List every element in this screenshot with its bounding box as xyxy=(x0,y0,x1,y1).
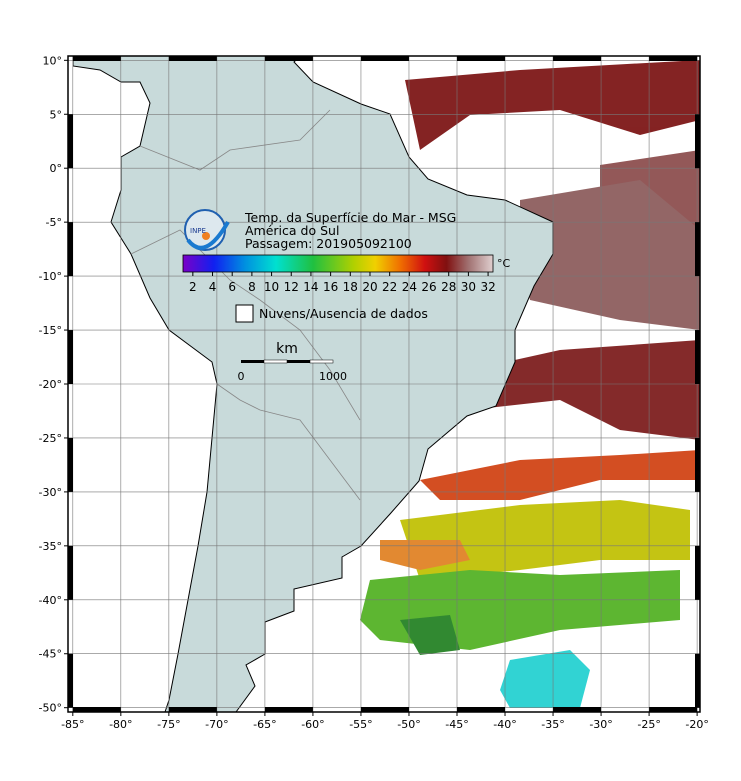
frame-stripe xyxy=(553,56,602,61)
frame-stripe xyxy=(695,437,700,492)
region: América do Sul xyxy=(245,223,339,238)
frame-stripe xyxy=(68,653,73,708)
frame-stripe xyxy=(695,330,700,384)
frame-stripe xyxy=(695,545,700,600)
frame-stripe xyxy=(360,56,409,61)
frame-stripe xyxy=(168,56,217,61)
legend-swatch xyxy=(235,304,254,323)
frame-stripe xyxy=(649,707,698,712)
x-tick-label: -85° xyxy=(61,718,84,731)
x-tick-label: -55° xyxy=(349,718,372,731)
colorbar-tick-label: 10 xyxy=(264,280,279,294)
frame-stripe xyxy=(68,545,73,600)
logo: INPE xyxy=(184,209,230,251)
x-tick-label: -75° xyxy=(157,718,180,731)
frame-stripe xyxy=(68,437,73,492)
colorbar-tick-label: 20 xyxy=(362,280,377,294)
frame-stripe xyxy=(168,707,217,712)
x-tick-label: -50° xyxy=(397,718,420,731)
y-tick-label: -15° xyxy=(39,324,62,337)
x-tick-label: -65° xyxy=(253,718,276,731)
colorbar-tick-label: 4 xyxy=(209,280,217,294)
y-tick-label: -40° xyxy=(39,594,62,607)
scale-unit: km xyxy=(276,341,298,357)
frame-stripe xyxy=(649,56,698,61)
frame-stripe xyxy=(360,707,409,712)
y-tick-label: 0° xyxy=(50,162,63,175)
colorbar-tick-label: 6 xyxy=(228,280,236,294)
x-tick-label: -40° xyxy=(493,718,516,731)
y-tick-label: -45° xyxy=(39,648,62,661)
frame-stripe xyxy=(68,222,73,277)
x-tick-label: -30° xyxy=(589,718,612,731)
frame-stripe xyxy=(553,707,602,712)
legend-label: Nuvens/Ausencia de dados xyxy=(259,306,428,321)
colorbar-tick-label: 2 xyxy=(189,280,197,294)
colorbar xyxy=(182,254,494,273)
scale-bar xyxy=(241,359,334,364)
axis-labels: -85° -80° -75° -70° -65° -60° -55° -50° -45° -40°… xyxy=(39,54,709,731)
colorbar-tick-label: 26 xyxy=(421,280,436,294)
y-tick-label: -35° xyxy=(39,540,62,553)
x-tick-label: -35° xyxy=(541,718,564,731)
frame-stripes xyxy=(68,56,700,712)
frame-stripe xyxy=(68,330,73,384)
colorbar-unit: °C xyxy=(497,257,511,270)
country-borders xyxy=(130,109,361,501)
frame-stripe xyxy=(72,707,121,712)
colorbar-tick-label: 32 xyxy=(480,280,495,294)
x-tick-label: -80° xyxy=(109,718,132,731)
logo-text: INPE xyxy=(190,227,206,235)
x-tick-label: -45° xyxy=(445,718,468,731)
y-tick-label: -5° xyxy=(46,216,62,229)
x-tick-label: -25° xyxy=(637,718,660,731)
colorbar-tick-label: 16 xyxy=(323,280,338,294)
colorbar-tick-label: 30 xyxy=(461,280,476,294)
frame-stripe xyxy=(695,114,700,169)
pass-time: Passagem: 201905092100 xyxy=(245,236,412,251)
frame-stripe xyxy=(68,114,73,169)
colorbar-tick-label: 14 xyxy=(303,280,318,294)
frame-stripe xyxy=(264,56,313,61)
y-tick-label: 5° xyxy=(50,108,63,121)
frame-stripe xyxy=(456,56,506,61)
y-tick-label: 10° xyxy=(43,54,63,67)
y-tick-label: -20° xyxy=(39,378,62,391)
colorbar-ticks: 2 4 6 8 10 12 14 16 18 20 22 24 26 28 30 32 xyxy=(189,272,496,294)
colorbar-tick-label: 8 xyxy=(248,280,256,294)
frame-stripe xyxy=(264,707,313,712)
scale-start: 0 xyxy=(238,370,245,383)
colorbar-tick-label: 22 xyxy=(382,280,397,294)
map-area xyxy=(68,56,700,712)
y-tick-label: -30° xyxy=(39,486,62,499)
colorbar-tick-label: 24 xyxy=(402,280,417,294)
colorbar-tick-label: 18 xyxy=(343,280,358,294)
frame-stripe xyxy=(695,222,700,277)
x-tick-label: -70° xyxy=(205,718,228,731)
colorbar-tick-label: 28 xyxy=(441,280,456,294)
frame-stripe xyxy=(695,653,700,708)
y-tick-label: -10° xyxy=(39,270,62,283)
sst-field xyxy=(360,60,700,708)
y-tick-label: -25° xyxy=(39,432,62,445)
scale-end: 1000 xyxy=(319,370,347,383)
x-tick-label: -20° xyxy=(685,718,708,731)
colorbar-tick-label: 12 xyxy=(284,280,299,294)
y-tick-label: -50° xyxy=(39,702,62,715)
x-tick-label: -60° xyxy=(301,718,324,731)
frame-stripe xyxy=(72,56,121,61)
title: Temp. da Superfície do Mar - MSG xyxy=(244,210,456,225)
frame-stripe xyxy=(456,707,506,712)
